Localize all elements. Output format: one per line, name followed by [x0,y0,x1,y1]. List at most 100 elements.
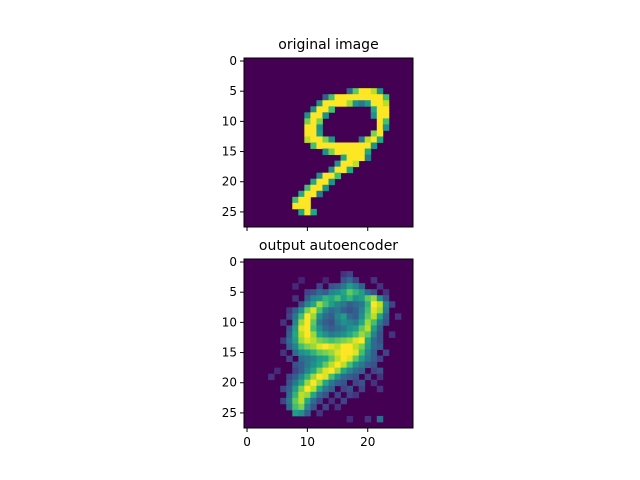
pixel-cell [298,379,305,387]
pixel-cell [316,307,323,314]
pixel-cell [340,367,348,375]
pixel-cell [322,403,329,411]
pixel-cell [310,106,317,113]
pixel-cell [340,301,348,308]
pixel-cell [388,301,396,308]
pixel-cell [334,367,341,375]
pixel-cell [322,178,329,186]
pixel-cell [286,373,293,381]
pixel-cell [292,295,299,302]
pixel-cell [298,391,305,399]
pixel-cell [268,373,275,381]
pixel-cell [286,391,293,399]
pixel-cell [316,295,323,302]
pixel-cell [376,112,384,119]
pixel-cell [304,196,311,204]
pixel-cell [304,319,311,326]
pixel-cell [352,379,360,387]
pixel-cell [358,154,366,162]
pixel-cell [358,88,366,95]
pixel-cell [382,106,390,113]
pixel-cell [298,343,305,350]
pixel-cell [364,100,372,107]
pixel-cell [340,154,348,162]
pixel-cell [334,337,341,344]
pixel-cell [328,313,335,320]
pixel-cell [334,307,341,314]
pixel-cell [304,367,311,375]
pixel-cell [316,301,323,308]
pixel-cell [304,391,311,399]
pixel-cell [328,100,335,107]
pixel-cell [286,385,293,393]
pixel-cell [310,190,317,198]
pixel-cell [322,307,329,314]
pixel-cell [382,100,390,107]
pixel-cell [298,307,305,314]
pixel-cell [322,106,329,113]
pixel-cell [370,331,378,338]
pixel-cell [334,142,341,149]
pixel-cell [292,343,299,350]
pixel-cell [310,136,317,143]
pixel-cell [298,202,305,210]
pixel-cell [292,349,299,356]
pixel-cell [340,307,348,314]
pixel-cell [304,343,311,350]
pixel-cell [292,319,299,326]
autoencoder-output-panel: output autoencoder 0 5 10 15 20 25 0 10 20 [222,238,414,449]
pixel-cell [310,343,317,350]
pixel-cell [310,367,317,375]
pixel-cell [352,295,360,302]
pixel-cell [352,319,360,326]
pixel-cell [298,208,305,216]
pixel-cell [334,343,341,350]
y-tick-label: 25 [222,205,237,219]
autoencoder-output-frame [243,258,414,429]
pixel-cell [316,331,323,338]
pixel-cell [298,361,305,369]
pixel-cell [280,337,287,344]
pixel-cell [286,343,293,350]
pixel-cell [334,100,341,107]
pixel-cell [334,379,341,387]
pixel-cell [304,289,311,296]
y-tick-label: 0 [229,255,237,269]
pixel-cell [322,367,329,375]
pixel-cell [352,148,360,155]
pixel-cell [340,325,348,332]
y-tick-label: 20 [222,175,237,189]
pixel-cell [346,385,354,393]
pixel-cell [328,283,335,290]
pixel-cell [316,142,323,149]
pixel-cell [316,172,323,180]
pixel-cell [304,385,311,393]
pixel-cell [352,337,360,344]
original-image-pixels [244,58,413,227]
pixel-cell [298,277,305,284]
pixel-cell [292,361,299,369]
pixel-cell [334,325,341,332]
pixel-cell [340,349,348,356]
pixel-cell [328,355,335,363]
pixel-cell [382,307,390,314]
pixel-cell [304,397,311,405]
pixel-cell [370,355,378,363]
x-tick-label: 0 [243,435,251,449]
pixel-cell [358,385,366,393]
pixel-cell [340,100,348,107]
pixel-cell [364,289,372,296]
pixel-cell [328,172,335,180]
pixel-cell [316,319,323,326]
pixel-cell [310,142,317,149]
pixel-cell [352,289,360,296]
pixel-cell [322,112,329,119]
pixel-cell [340,295,348,302]
pixel-cell [364,94,372,101]
pixel-cell [304,331,311,338]
pixel-cell [322,343,329,350]
pixel-cell [370,130,378,137]
pixel-cell [292,202,299,210]
pixel-cell [346,319,354,326]
pixel-cell [346,355,354,363]
